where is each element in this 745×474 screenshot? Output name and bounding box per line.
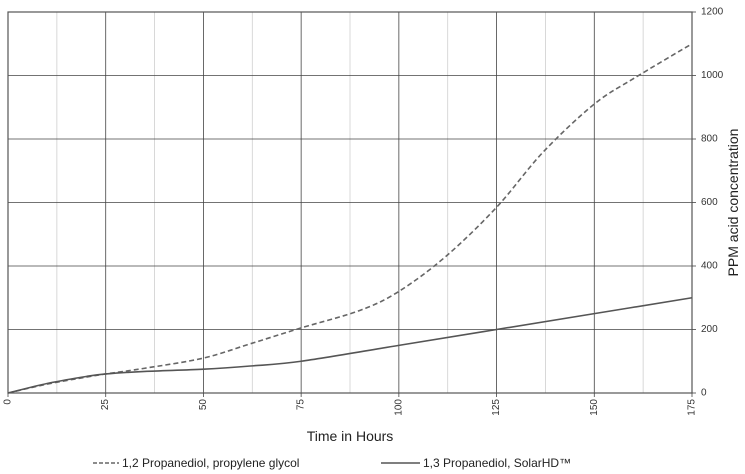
series-layer <box>7 43 693 394</box>
x-axis-ticks: 0 25 50 75 100 125 150 175 <box>3 393 698 416</box>
y-tick-label: 400 <box>701 261 718 272</box>
x-axis-title: Time in Hours <box>307 428 394 444</box>
y-axis-title: PPM acid concentration <box>725 129 741 277</box>
x-tick-label: 175 <box>687 399 698 416</box>
x-tick-label: 0 <box>3 399 14 405</box>
x-tick-label: 75 <box>296 399 307 411</box>
x-tick-label: 25 <box>100 399 111 411</box>
legend-label-solarhd: 1,3 Propanediol, SolarHD™ <box>423 456 571 470</box>
y-tick-label: 1000 <box>701 70 724 81</box>
series-line-solarhd <box>7 296 693 394</box>
y-tick-label: 600 <box>701 197 718 208</box>
y-axis-ticks: 0 200 400 600 800 1000 1200 <box>692 7 724 399</box>
x-tick-label: 50 <box>198 399 209 411</box>
x-tick-label: 125 <box>491 399 502 416</box>
x-tick-label: 100 <box>393 399 404 416</box>
y-tick-label: 1200 <box>701 7 724 18</box>
x-tick-label: 150 <box>589 399 600 416</box>
y-tick-label: 0 <box>701 388 707 399</box>
legend-label-propylene-glycol: 1,2 Propanediol, propylene glycol <box>122 456 299 470</box>
y-tick-label: 800 <box>701 134 718 145</box>
legend: 1,2 Propanediol, propylene glycol 1,3 Pr… <box>93 456 571 470</box>
y-tick-label: 200 <box>701 324 718 335</box>
